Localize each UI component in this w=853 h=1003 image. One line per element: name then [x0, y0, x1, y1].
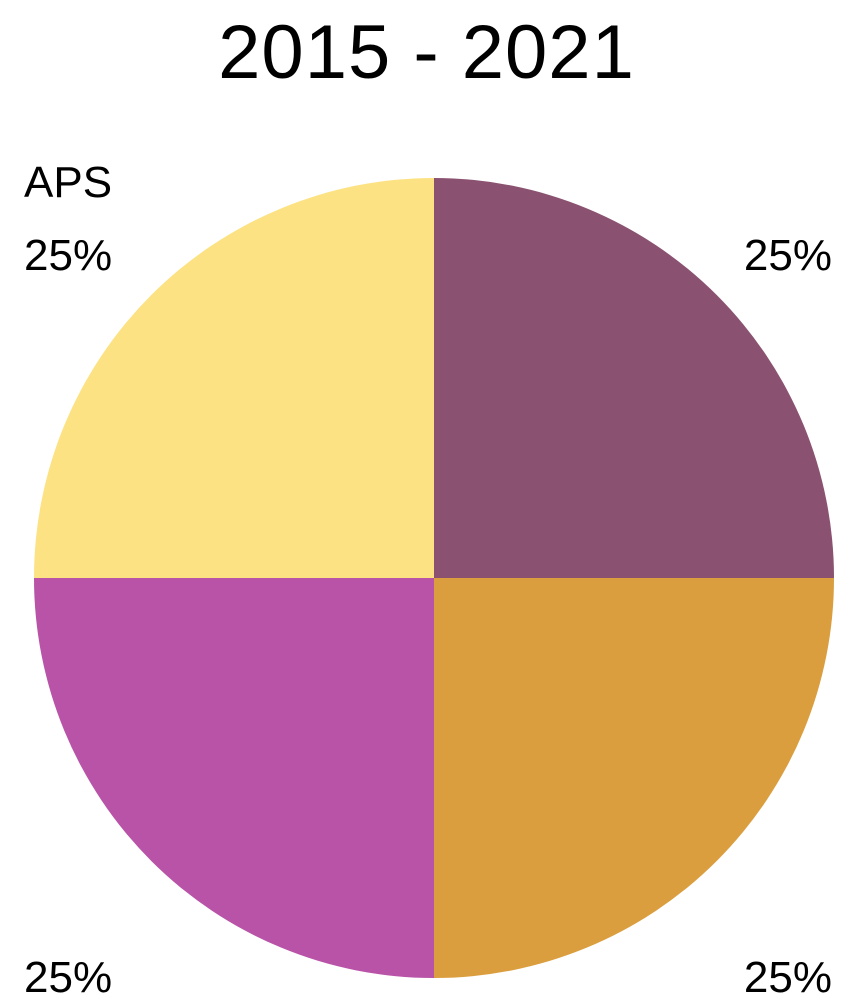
slice-name-label: APS	[24, 158, 112, 207]
slice-percent-label: 25%	[744, 231, 832, 280]
pie-slice-1	[434, 178, 834, 578]
slice-percent-label: 25%	[24, 953, 112, 1002]
slice-percent-label: 25%	[744, 953, 832, 1002]
pie-slice-3	[34, 578, 434, 978]
slice-percent-label: 25%	[24, 231, 112, 280]
pie-slice-4	[34, 178, 434, 578]
pie-slice-2	[434, 578, 834, 978]
chart-title: 2015 - 2021	[218, 10, 635, 95]
